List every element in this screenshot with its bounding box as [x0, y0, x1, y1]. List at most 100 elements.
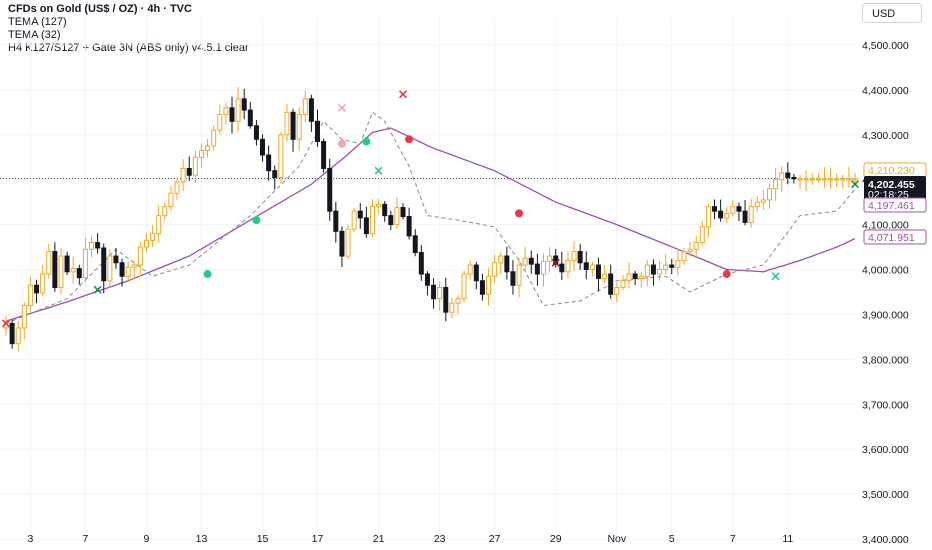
signal-dot	[405, 135, 414, 144]
signal-x-stroke	[850, 180, 860, 189]
candle-body	[205, 145, 211, 151]
candle-body	[143, 239, 149, 248]
candle-body	[626, 273, 632, 282]
candle-body	[803, 178, 809, 181]
candle-body	[467, 264, 473, 275]
candle-body	[241, 98, 247, 111]
candle-body	[620, 280, 626, 288]
candle-body	[840, 178, 846, 181]
time-axis[interactable]: 3 7 9 13 15 17 21 23 27 29 Nov 5 7 11	[28, 533, 794, 545]
candle-body	[773, 179, 779, 190]
candle-body	[516, 264, 522, 286]
candle-body	[369, 206, 375, 235]
candle-body	[174, 181, 180, 194]
candle-body	[675, 260, 681, 268]
tema-127-line	[5, 127, 856, 322]
candle-body	[608, 273, 614, 295]
x-tick-label: 15	[257, 533, 269, 545]
candle-body	[791, 176, 797, 180]
tema-32-line	[5, 111, 856, 324]
candle-body	[253, 125, 259, 140]
candle-body	[730, 206, 736, 214]
price-axis[interactable]: 4,500.0004,400.0004,300.0004,200.0004,10…	[862, 40, 909, 546]
candle-body	[455, 298, 461, 304]
y-tick-label: 3,500.000	[862, 489, 909, 501]
candle-body	[46, 251, 52, 275]
candle-body	[156, 215, 162, 235]
candle-body	[82, 248, 88, 279]
candle-body	[540, 260, 546, 275]
candle-body	[748, 206, 754, 223]
candle-body	[559, 263, 565, 273]
candle-body	[260, 138, 266, 156]
candle-body	[797, 178, 803, 181]
candle-body	[278, 134, 284, 178]
candle-body	[400, 207, 406, 218]
candle-body	[583, 262, 589, 271]
candle-body	[736, 206, 742, 212]
x-tick-label: 5	[669, 533, 675, 545]
candle-body	[351, 210, 357, 230]
candle-body	[498, 255, 504, 264]
candle-body	[528, 257, 534, 265]
candle-body	[131, 264, 137, 268]
currency-selector-button[interactable]: USD	[862, 3, 922, 23]
candle-body	[290, 111, 296, 140]
x-tick-label: 13	[196, 533, 208, 545]
candle-body	[424, 273, 430, 286]
candle-body	[547, 255, 553, 262]
candle-body	[687, 248, 693, 253]
candle-body	[718, 210, 724, 219]
candle-body	[412, 235, 418, 253]
candle-body	[363, 217, 369, 235]
candle-body	[70, 268, 76, 273]
signal-x	[1, 319, 11, 328]
signal-x-stroke	[93, 285, 102, 294]
candle-body	[809, 178, 815, 181]
candle-body	[846, 178, 852, 181]
chart-title[interactable]: CFDs on Gold (US$ / OZ) · 4h · TVC	[8, 3, 192, 15]
y-tick-label: 3,700.000	[862, 399, 909, 411]
candle-body	[522, 257, 528, 266]
signal-x-stroke	[374, 166, 383, 175]
candle-body	[766, 188, 772, 201]
candle-body	[272, 170, 278, 178]
indicator-tema-32[interactable]: TEMA (32)	[8, 29, 61, 41]
candle-body	[89, 242, 95, 250]
price-label-bg	[863, 197, 927, 213]
candle-body	[589, 264, 595, 271]
y-tick-label: 4,000.000	[862, 265, 909, 277]
x-tick-label: 17	[312, 533, 324, 545]
candle-body	[754, 201, 760, 208]
candle-body	[168, 192, 174, 208]
signal-x-stroke	[551, 258, 560, 267]
candle-body	[742, 210, 748, 223]
signal-x-stroke	[1, 319, 11, 328]
candle-body	[198, 150, 204, 158]
candle-body	[9, 322, 15, 345]
candle-body	[40, 273, 46, 294]
candle-body	[834, 178, 840, 181]
candle-body	[663, 264, 669, 271]
candle-body	[821, 178, 827, 181]
candle-body	[58, 255, 64, 288]
candle-body	[815, 178, 821, 181]
candle-body	[21, 304, 27, 329]
candle-body	[681, 251, 687, 262]
candle-body	[327, 167, 333, 212]
candle-body	[382, 203, 388, 217]
signal-markers	[1, 90, 860, 328]
candle-body	[565, 260, 571, 273]
indicator-tema-127[interactable]: TEMA (127)	[8, 16, 67, 28]
candle-body	[461, 273, 467, 300]
candle-body	[247, 109, 253, 127]
signal-x	[337, 103, 347, 112]
candle-body	[602, 273, 608, 280]
candle-body	[95, 242, 101, 249]
candle-body	[437, 286, 443, 300]
candle-body	[308, 98, 314, 122]
candle-body	[15, 327, 21, 345]
candle-body	[180, 167, 186, 183]
signal-x	[551, 258, 560, 267]
